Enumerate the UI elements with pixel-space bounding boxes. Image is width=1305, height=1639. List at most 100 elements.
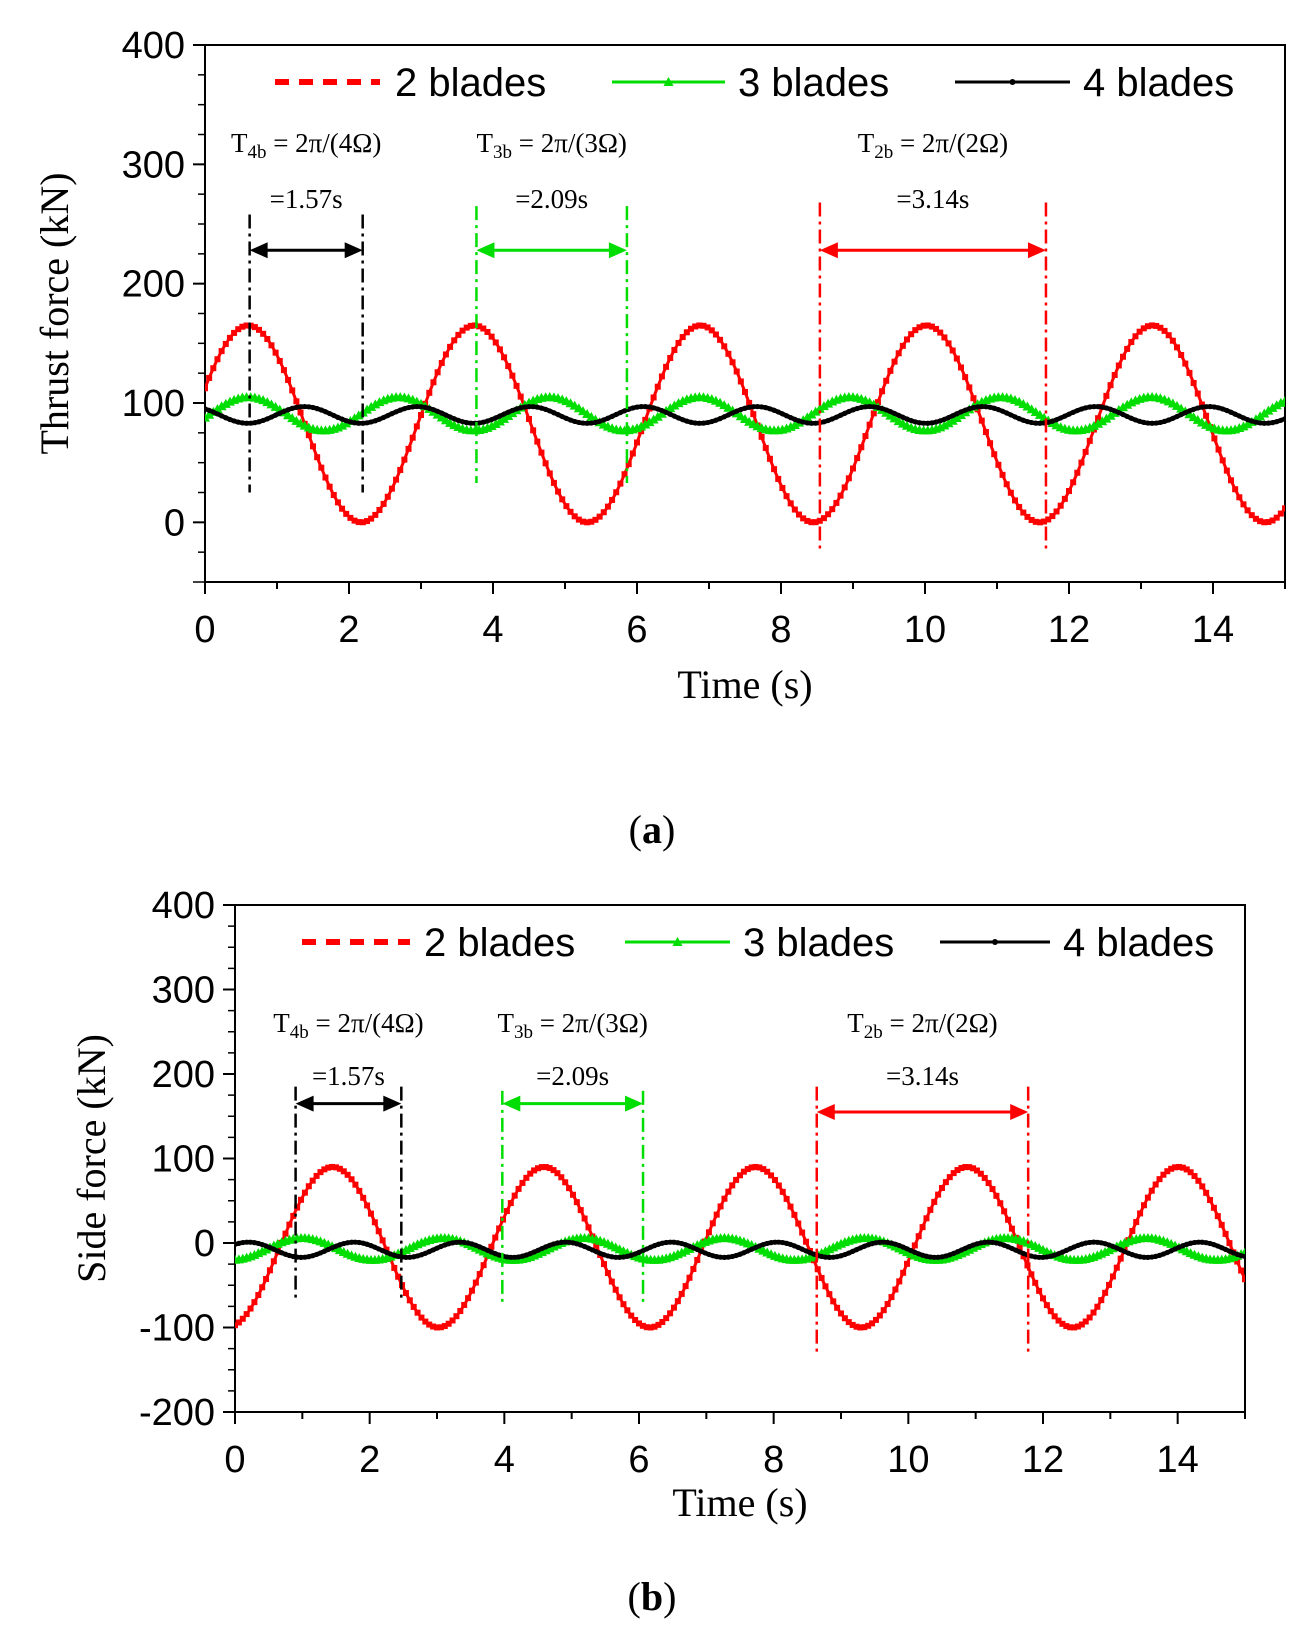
data-point <box>725 1254 731 1260</box>
data-point <box>508 1254 514 1260</box>
data-point <box>1176 1244 1182 1250</box>
caption-b-letter: b <box>641 1574 663 1619</box>
data-point <box>401 406 407 412</box>
data-point <box>426 1249 432 1255</box>
data-point <box>867 403 873 410</box>
data-point <box>270 1258 277 1265</box>
data-point <box>974 1241 980 1247</box>
data-point <box>829 416 835 422</box>
data-point <box>1178 411 1184 418</box>
data-point <box>515 1254 522 1260</box>
data-point <box>1107 406 1114 412</box>
data-point <box>608 1278 615 1285</box>
data-point <box>372 1244 378 1250</box>
data-point <box>1132 333 1139 340</box>
data-point <box>630 405 636 411</box>
data-point <box>1113 1264 1120 1271</box>
data-point <box>888 1294 895 1301</box>
data-point <box>629 450 636 457</box>
plot-frame <box>234 904 1246 1413</box>
data-point <box>205 385 208 392</box>
data-point <box>966 384 973 391</box>
data-point <box>850 407 856 413</box>
data-point <box>791 1243 797 1249</box>
data-point <box>1040 1254 1046 1260</box>
data-point <box>355 519 362 526</box>
data-point <box>1016 504 1023 511</box>
data-point <box>1124 345 1131 352</box>
data-point <box>426 1321 433 1328</box>
data-point <box>1063 1247 1069 1254</box>
data-point <box>397 407 403 413</box>
data-point <box>1195 405 1201 411</box>
legend-item-3-blades: 3 blades <box>625 921 894 965</box>
data-point <box>962 1164 969 1171</box>
data-point <box>422 1250 428 1256</box>
period-arrow-head-right <box>383 1095 402 1112</box>
data-point <box>413 423 420 430</box>
data-point <box>1261 420 1267 426</box>
period-value: =2.09s <box>536 1061 609 1091</box>
legend-item-4-blades: 4 blades <box>940 921 1214 965</box>
data-point <box>331 412 337 419</box>
data-point <box>380 500 387 507</box>
y-tick-label: -100 <box>139 1308 215 1350</box>
data-point <box>356 1187 363 1194</box>
data-point <box>1112 408 1118 414</box>
data-point <box>1269 420 1276 426</box>
data-point <box>717 1254 724 1260</box>
data-point <box>624 1307 631 1314</box>
data-point <box>873 1240 879 1246</box>
data-point <box>675 415 682 421</box>
data-point <box>461 1239 467 1246</box>
legend-label: 3 blades <box>743 921 894 965</box>
data-point <box>1120 353 1126 360</box>
data-point <box>1222 1246 1229 1253</box>
data-point <box>1236 494 1243 501</box>
x-tick-label: 14 <box>1157 1439 1199 1481</box>
y-tick-label: 300 <box>152 970 215 1012</box>
data-point <box>1182 360 1189 367</box>
data-point <box>446 1241 452 1247</box>
data-point <box>441 1323 448 1330</box>
period-formula-symbol: T <box>858 128 875 158</box>
data-point <box>364 1202 371 1209</box>
data-point <box>705 419 711 426</box>
caption-b: (b) <box>628 1574 677 1619</box>
data-point <box>788 415 794 421</box>
data-point <box>476 1271 483 1278</box>
data-point <box>352 1181 359 1188</box>
period-formula-symbol: T <box>497 1008 514 1038</box>
data-point <box>636 1249 642 1255</box>
data-point <box>935 1191 942 1198</box>
data-point <box>276 357 283 364</box>
data-point <box>567 417 574 423</box>
data-point <box>481 1245 487 1252</box>
data-point <box>1199 404 1205 410</box>
data-point <box>402 1290 409 1297</box>
data-point <box>714 1254 720 1260</box>
data-point <box>364 518 370 525</box>
data-point <box>268 414 275 420</box>
data-point <box>941 334 948 341</box>
legend-label: 4 blades <box>1083 61 1234 105</box>
data-point <box>656 408 667 418</box>
data-point <box>447 343 454 350</box>
data-point <box>1066 411 1072 417</box>
data-point <box>1043 1302 1050 1309</box>
data-point <box>581 1215 588 1222</box>
data-point <box>737 378 744 385</box>
data-point <box>243 322 250 329</box>
data-point <box>1203 412 1210 419</box>
data-point <box>1172 1164 1179 1171</box>
data-point <box>621 471 628 478</box>
period-arrow-head-right <box>1027 242 1046 259</box>
data-point <box>567 508 574 515</box>
data-point <box>286 1221 293 1228</box>
data-point <box>808 420 815 426</box>
data-point <box>791 1211 798 1218</box>
data-point <box>1083 405 1089 411</box>
data-point <box>771 407 777 413</box>
data-point <box>558 1239 564 1246</box>
data-point <box>993 1192 1000 1199</box>
